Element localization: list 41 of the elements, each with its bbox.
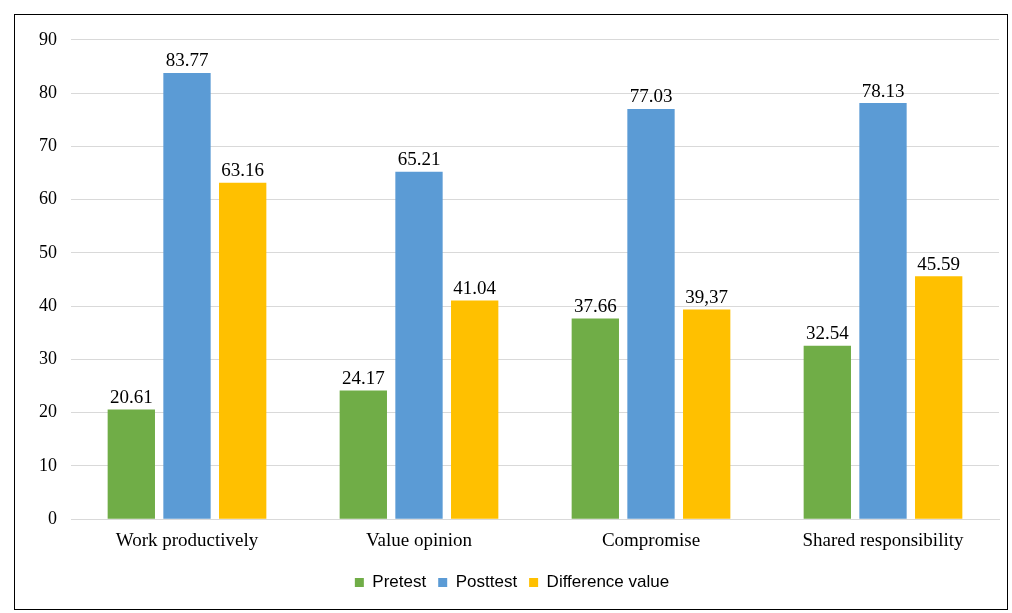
- data-label: 41.04: [453, 277, 497, 299]
- y-tick-label: 80: [39, 81, 57, 102]
- data-label: 20.61: [109, 385, 153, 407]
- data-label: 24.17: [341, 366, 385, 388]
- y-tick-label: 50: [39, 241, 57, 262]
- data-label: 37.66: [573, 295, 617, 317]
- data-label: 63.16: [221, 159, 265, 181]
- bar: [395, 171, 443, 519]
- y-tick-label: 30: [39, 348, 57, 369]
- y-tick-label: 70: [39, 135, 57, 156]
- legend-label: Pretest: [372, 572, 427, 592]
- bar: [915, 276, 963, 519]
- x-tick-label: Work productively: [115, 528, 259, 550]
- bar: [107, 409, 155, 519]
- x-tick-label: Value opinion: [365, 528, 473, 550]
- data-label: 32.54: [805, 322, 850, 344]
- bar: [627, 108, 675, 519]
- data-label: 65.21: [397, 148, 441, 170]
- y-tick-label: 40: [39, 294, 57, 315]
- bar: [163, 72, 211, 519]
- data-label: 39,37: [685, 285, 729, 307]
- data-label: 77.03: [629, 85, 673, 107]
- y-tick-label: 0: [48, 507, 57, 528]
- bar: [571, 318, 619, 519]
- legend-label: Posttest: [455, 572, 518, 592]
- bar: [219, 182, 267, 519]
- data-label: 83.77: [165, 49, 209, 71]
- bar: [803, 345, 851, 519]
- data-label: 78.13: [861, 79, 905, 101]
- y-tick-label: 60: [39, 188, 57, 209]
- y-tick-label: 90: [39, 28, 57, 49]
- x-tick-label: Shared responsibility: [802, 528, 964, 550]
- y-tick-label: 10: [39, 454, 57, 475]
- data-label: 45.59: [917, 252, 961, 274]
- bar: [859, 103, 907, 519]
- y-tick-label: 20: [39, 401, 57, 422]
- bar: [339, 390, 387, 519]
- x-tick-label: Compromise: [601, 528, 701, 550]
- legend-label: Difference value: [546, 572, 670, 592]
- bar: [683, 309, 731, 519]
- bar: [451, 300, 499, 519]
